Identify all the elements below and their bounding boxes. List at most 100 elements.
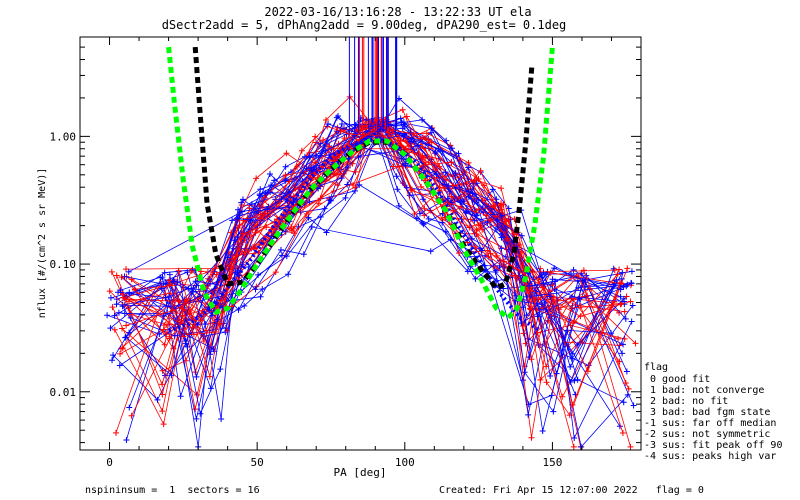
flux-marker — [160, 421, 167, 428]
flux-marker — [421, 205, 428, 212]
flux-marker — [305, 214, 312, 221]
flux-marker — [448, 159, 455, 166]
flux-marker — [484, 247, 491, 254]
flux-marker — [547, 269, 554, 276]
flux-marker — [552, 278, 559, 285]
flux-trace-line — [118, 119, 621, 317]
chart-title-line2: dSectr2add = 5, dPhAng2add = 9.00deg, dP… — [162, 18, 567, 32]
flux-marker — [313, 139, 320, 146]
flux-marker — [171, 332, 178, 339]
flux-marker — [301, 153, 308, 160]
flux-marker — [239, 196, 246, 203]
flux-marker — [617, 293, 624, 300]
flux-marker — [632, 340, 639, 347]
flux-marker — [301, 181, 308, 188]
flux-marker — [410, 130, 417, 137]
flux-marker — [629, 302, 636, 309]
fit-curve-green — [166, 46, 555, 321]
flux-marker — [202, 321, 209, 328]
flux-marker — [399, 106, 406, 113]
flux-marker — [266, 170, 273, 177]
flux-marker — [117, 350, 124, 357]
flux-marker — [550, 408, 557, 415]
flux-marker — [236, 222, 243, 229]
flux-marker — [505, 205, 512, 212]
flux-marker — [547, 373, 554, 379]
flux-marker — [312, 133, 319, 140]
flux-marker — [352, 168, 359, 175]
flux-marker — [568, 304, 575, 311]
flux-trace-line — [128, 132, 627, 378]
flux-marker — [257, 215, 264, 222]
flux-marker — [504, 235, 511, 242]
flux-marker — [352, 184, 359, 191]
flux-marker — [464, 268, 471, 275]
flux-marker — [278, 252, 285, 259]
flux-marker — [567, 379, 574, 386]
x-tick-label: 50 — [251, 456, 264, 469]
flux-marker — [217, 366, 224, 373]
flux-marker — [108, 268, 115, 275]
flux-marker — [528, 356, 535, 363]
flux-marker — [432, 148, 439, 155]
flux-marker — [272, 269, 279, 276]
flux-marker — [520, 330, 527, 337]
flux-marker — [334, 182, 341, 189]
flux-marker — [622, 315, 629, 322]
flux-marker — [323, 229, 330, 236]
flux-marker — [239, 230, 246, 237]
flux-marker — [243, 246, 250, 253]
flux-marker — [499, 212, 506, 219]
flux-marker — [109, 304, 116, 311]
flux-marker — [344, 181, 351, 188]
legend-item: -4 sus: peaks high var — [644, 451, 776, 462]
flux-marker — [209, 312, 216, 319]
flux-marker — [420, 221, 427, 228]
flux-marker — [169, 307, 176, 314]
flux-marker — [390, 163, 397, 170]
flux-marker — [551, 285, 558, 292]
y-axis: 0.01 0.10 1.00 — [50, 36, 641, 444]
flux-marker — [627, 298, 634, 305]
flux-trace-line — [119, 124, 621, 417]
flux-marker — [611, 267, 618, 274]
flux-marker — [123, 322, 130, 329]
flux-marker — [190, 331, 197, 338]
flux-marker — [306, 154, 313, 161]
flux-marker — [161, 269, 168, 276]
flux-marker — [494, 223, 501, 230]
footer-right: Created: Fri Apr 15 12:07:00 2022 flag =… — [439, 485, 704, 496]
flux-marker — [110, 352, 117, 359]
flux-marker — [570, 266, 577, 273]
flux-marker — [166, 277, 173, 284]
flux-marker — [522, 340, 529, 347]
flux-marker — [116, 362, 123, 369]
flux-marker — [229, 255, 236, 262]
flux-marker — [620, 399, 627, 406]
flux-marker — [623, 368, 630, 375]
flux-marker — [539, 304, 546, 311]
flux-marker — [327, 197, 334, 204]
flux-marker — [159, 391, 166, 398]
x-tick-label: 100 — [395, 456, 415, 469]
flux-marker — [425, 159, 432, 166]
flux-marker — [107, 325, 114, 332]
flux-marker — [112, 429, 119, 436]
flux-marker — [282, 163, 289, 170]
flux-marker — [188, 267, 195, 274]
flux-marker — [159, 381, 166, 388]
flux-marker — [193, 415, 200, 422]
flux-marker — [113, 272, 120, 279]
flux-marker — [115, 289, 122, 296]
flux-marker — [118, 273, 125, 280]
flux-marker — [427, 248, 434, 255]
flux-marker — [457, 199, 464, 206]
flux-marker — [439, 219, 446, 226]
flux-marker — [570, 320, 577, 327]
flux-marker — [498, 185, 505, 192]
flux-marker — [397, 115, 404, 122]
flux-marker — [264, 206, 271, 213]
y-tick-label: 0.10 — [50, 258, 77, 271]
flux-marker — [422, 135, 429, 142]
